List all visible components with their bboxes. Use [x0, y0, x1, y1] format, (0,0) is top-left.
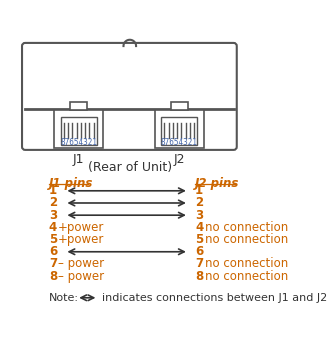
- Text: 87654321: 87654321: [161, 138, 198, 147]
- Text: 4: 4: [49, 221, 57, 234]
- Bar: [171, 102, 188, 110]
- Text: +power: +power: [58, 233, 105, 246]
- Text: J2 pins: J2 pins: [195, 176, 240, 190]
- Text: 3: 3: [195, 209, 203, 222]
- Text: no connection: no connection: [205, 270, 288, 283]
- Text: 1: 1: [49, 184, 57, 197]
- Text: no connection: no connection: [205, 233, 288, 246]
- Bar: [54, 110, 103, 147]
- Text: J1 pins: J1 pins: [49, 176, 93, 190]
- Text: J1: J1: [73, 153, 84, 166]
- Text: 8: 8: [195, 270, 203, 283]
- Bar: [161, 117, 197, 145]
- Text: no connection: no connection: [205, 257, 288, 270]
- Text: 5: 5: [195, 233, 203, 246]
- Text: – power: – power: [58, 270, 104, 283]
- Text: J2: J2: [174, 153, 185, 166]
- Text: 3: 3: [49, 209, 57, 222]
- Text: (Rear of Unit): (Rear of Unit): [88, 161, 172, 174]
- Text: 5: 5: [49, 233, 57, 246]
- Text: – power: – power: [58, 257, 104, 270]
- Text: 2: 2: [195, 197, 203, 209]
- FancyBboxPatch shape: [22, 43, 237, 150]
- Text: 4: 4: [195, 221, 203, 234]
- Text: 7: 7: [195, 257, 203, 270]
- Text: 87654321: 87654321: [60, 138, 97, 147]
- Text: 6: 6: [195, 245, 203, 258]
- Bar: [61, 117, 97, 145]
- Text: 8: 8: [49, 270, 57, 283]
- Text: +power: +power: [58, 221, 105, 234]
- Text: Note:: Note:: [49, 293, 79, 303]
- Text: 2: 2: [49, 197, 57, 209]
- Text: indicates connections between J1 and J2: indicates connections between J1 and J2: [102, 293, 327, 303]
- Text: no connection: no connection: [205, 221, 288, 234]
- Text: 7: 7: [49, 257, 57, 270]
- Bar: [70, 102, 87, 110]
- Text: 6: 6: [49, 245, 57, 258]
- Bar: [155, 110, 204, 147]
- Text: 1: 1: [195, 184, 203, 197]
